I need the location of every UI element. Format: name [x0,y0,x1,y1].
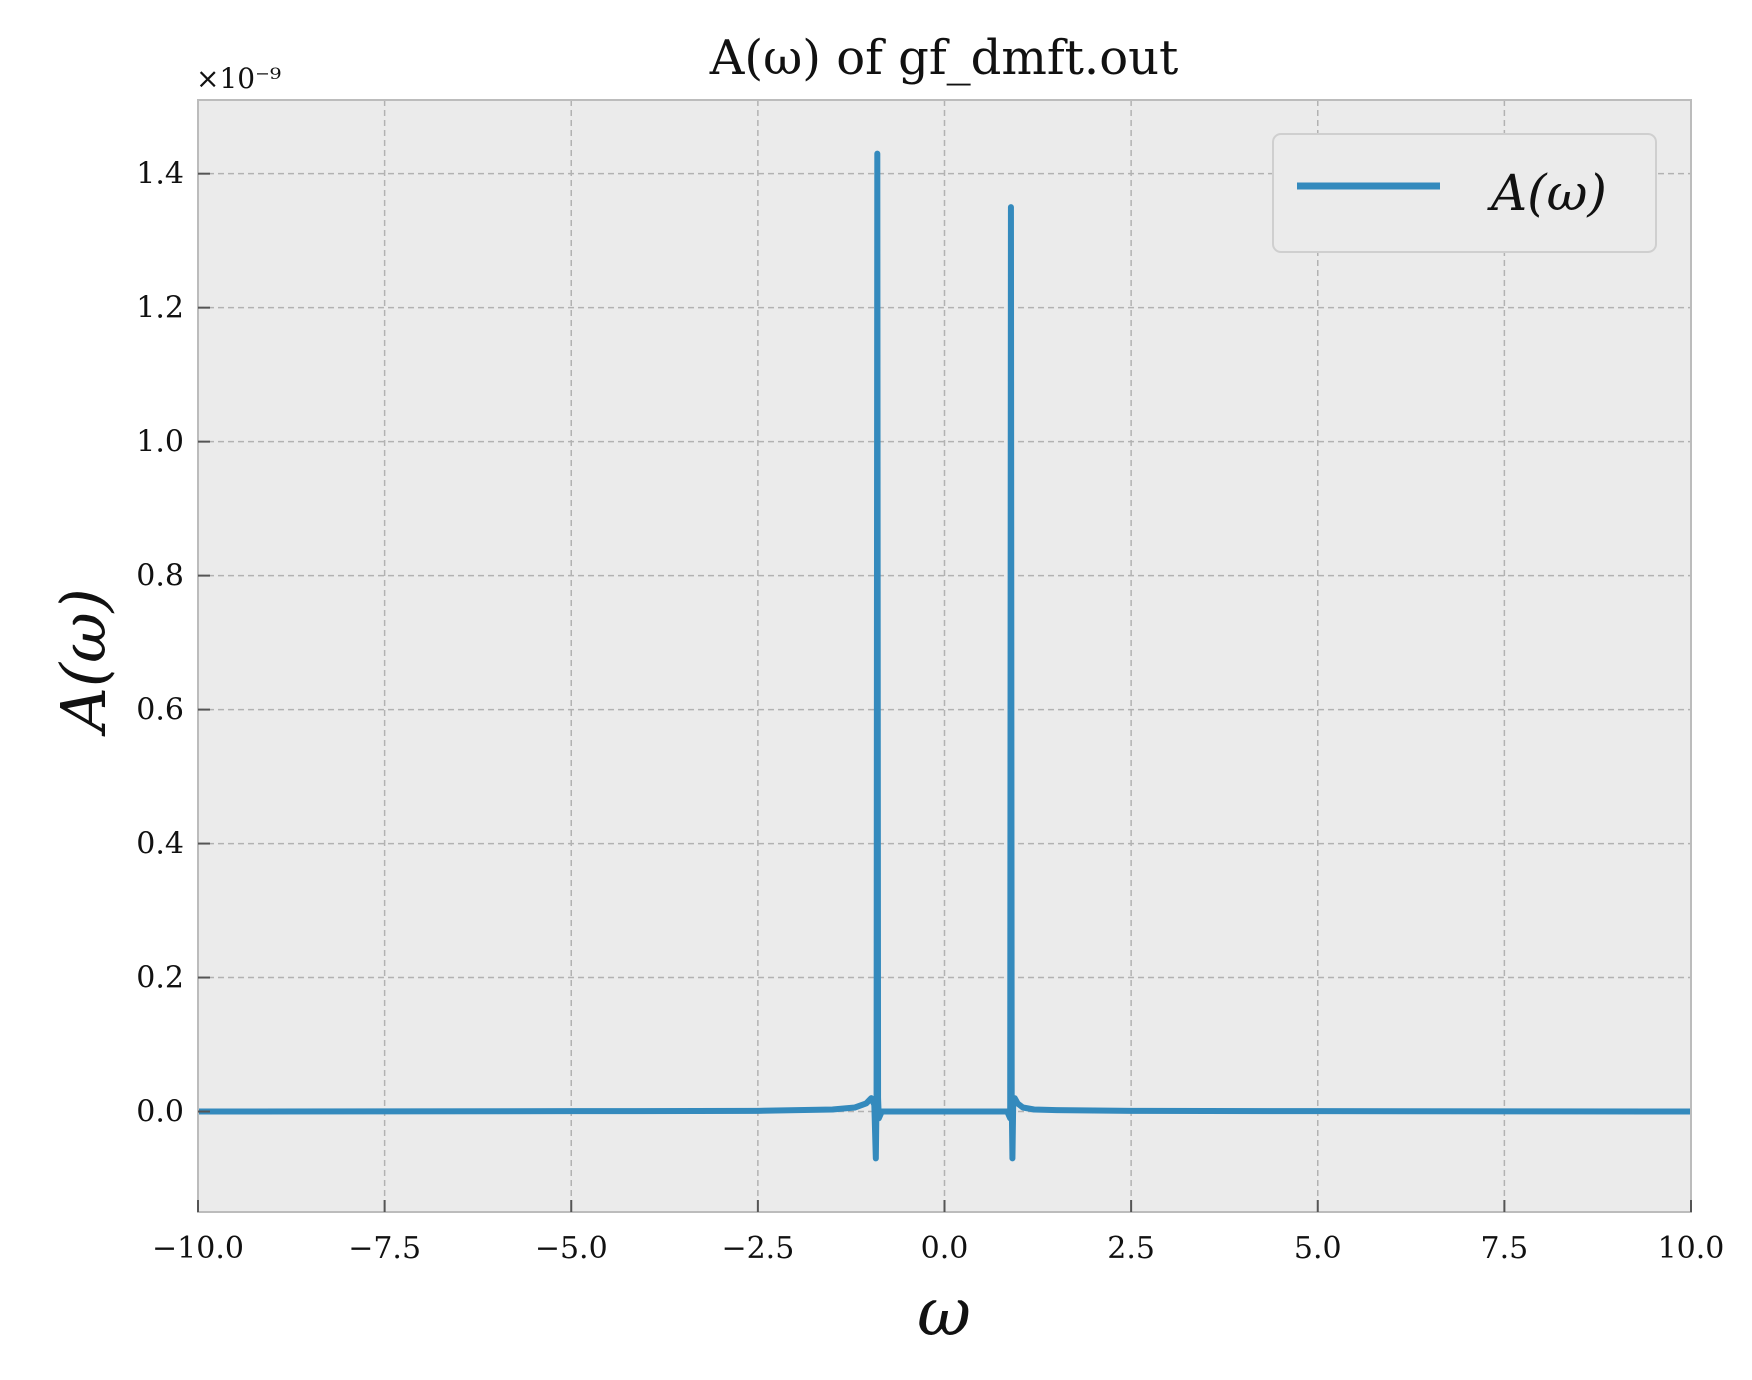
x-tick-label: 7.5 [1481,1231,1529,1266]
y-tick-label: 0.4 [136,827,184,862]
series-layer [197,150,1692,1162]
x-tick-label: 2.5 [1107,1231,1155,1266]
y-tick-label: 1.4 [136,157,184,192]
y-tick-label: 0.8 [136,559,184,594]
x-tick-label: 0.0 [921,1231,969,1266]
series-line [197,150,1692,1162]
y-axis-label: A(ω) [47,588,120,737]
x-tick-label: −2.5 [721,1231,794,1266]
x-tick-label: 5.0 [1294,1231,1342,1266]
y-tick-label: 0.2 [136,961,184,996]
x-tick-label: 10.0 [1658,1231,1725,1266]
y-tick-label: 0.6 [136,693,184,728]
x-axis-label: ω [917,1274,971,1351]
ticks: −10.0 −7.5 −5.0 −2.5 0.0 2.5 5.0 7.5 10.0 0.0 0.2 0… [136,157,1724,1266]
x-tick-label: −10.0 [152,1231,244,1266]
x-tick-label: −5.0 [535,1231,608,1266]
y-tick-label: 0.0 [136,1095,184,1130]
chart-title: A(ω) of gf_dmft.out [709,30,1179,86]
y-offset-label: ×10⁻⁹ [196,62,281,95]
y-tick-label: 1.2 [136,291,184,326]
x-tick-label: −7.5 [348,1231,421,1266]
legend: A(ω) [1272,133,1657,253]
legend-box [1272,133,1657,253]
legend-label: A(ω) [1487,164,1607,222]
y-tick-label: 1.0 [136,425,184,460]
